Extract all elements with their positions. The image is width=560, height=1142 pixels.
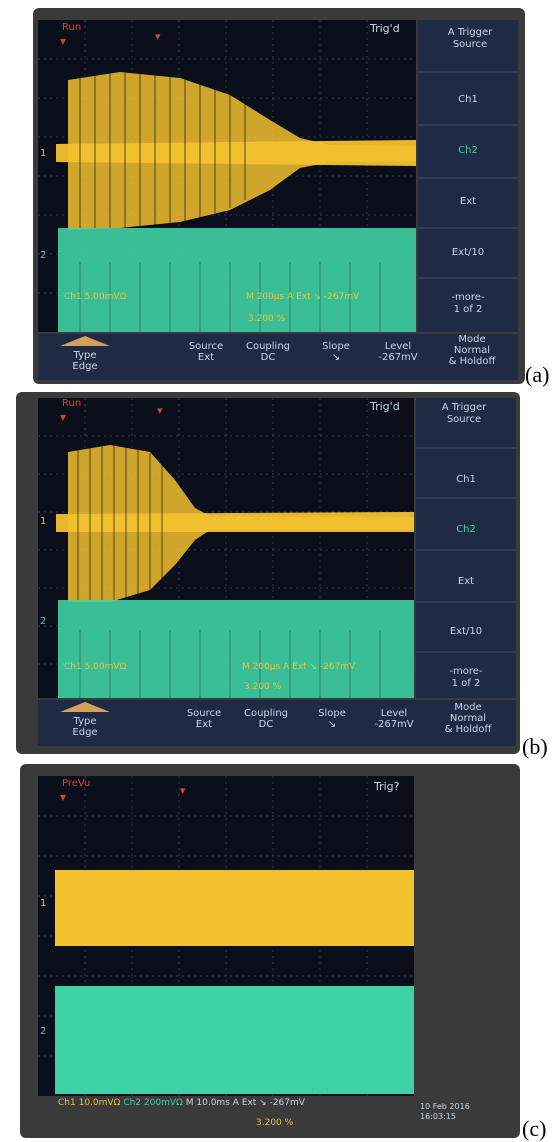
menu-type[interactable]: Type Edge [72, 350, 98, 372]
menu-slope[interactable]: Slope ↘ [318, 708, 346, 730]
menu-level[interactable]: Level -267mV [374, 708, 414, 730]
side-menu-ch1[interactable]: Ch1 [456, 474, 476, 485]
readout-timebase: M 10.0ms A Ext ↘ -267mV [185, 1098, 305, 1108]
menu-coupling[interactable]: Coupling DC [243, 708, 289, 730]
menu-mode[interactable]: Mode Normal & Holdoff [448, 334, 496, 367]
trigger-state: Trig'd [370, 400, 400, 413]
panel-label-c: (c) [522, 1116, 547, 1141]
readout-ch1: Ch1 10.0mVΩ Ch2 200mVΩ M 10.0ms A Ext ↘ … [58, 1098, 305, 1108]
panel-label-b: (b) [522, 734, 548, 759]
ch2-marker: 2 [40, 1026, 47, 1037]
oscilloscope-photo-b: Run ▾ ▾ Trig'd 1 2 A Trigger Source Ch1 C… [0, 390, 560, 760]
readout-position: 3.200 % [244, 682, 282, 692]
side-menu [418, 20, 518, 332]
side-menu-ch2[interactable]: Ch2 [456, 524, 476, 535]
status-prevu: PreVu [62, 778, 91, 789]
menu-coupling[interactable]: Coupling DC [245, 341, 291, 363]
readout-position: 3.200 % [248, 314, 286, 324]
menu-level[interactable]: Level -267mV [378, 341, 418, 363]
ch2-waveform [58, 600, 414, 698]
panel-label-a: (a) [525, 362, 550, 387]
timestamp: 10 Feb 2016 16:03:15 [420, 1102, 470, 1121]
bottom-menu [38, 700, 516, 746]
menu-slope[interactable]: Slope ↘ [322, 341, 350, 363]
status-run: Run [62, 398, 82, 409]
trigger-position-icon: ▾ [157, 404, 163, 417]
ch2-waveform [55, 986, 414, 1094]
ch2-marker: 2 [40, 616, 47, 627]
oscilloscope-photo-c: PreVu ▾ ▾ Trig? 1 2 Ch1 10.0mVΩ Ch2 200m… [0, 764, 560, 1141]
ch1-marker: 1 [40, 898, 47, 909]
scope-photo-c [0, 764, 560, 1141]
ch2-waveform [58, 228, 416, 332]
readout-timebase: M 200µs A Ext ↘ -267mV [246, 292, 360, 302]
scope-photo-a [0, 0, 560, 388]
readout-ch2: Ch2 200mVΩ [123, 1098, 183, 1108]
readout-ch1: Ch1 5.00mVΩ [64, 292, 127, 302]
side-menu-ch2[interactable]: Ch2 [458, 145, 478, 156]
side-menu-ext10[interactable]: Ext/10 [449, 626, 483, 637]
side-menu-ext[interactable]: Ext [457, 576, 475, 587]
bottom-menu [38, 334, 518, 380]
trigger-position-icon: ▾ [155, 30, 161, 43]
trigger-t-icon: ▾ [60, 34, 67, 48]
ch1-waveform [55, 870, 414, 946]
side-menu-ext10[interactable]: Ext/10 [451, 247, 485, 258]
side-menu-title: A Trigger Source [447, 27, 493, 50]
trigger-state: Trig'd [370, 22, 400, 35]
ch1-marker: 1 [40, 516, 47, 527]
side-menu [416, 398, 516, 698]
menu-source[interactable]: Source Ext [186, 708, 222, 730]
side-menu-more[interactable]: -more- 1 of 2 [451, 292, 485, 315]
trigger-t-icon: ▾ [60, 410, 67, 424]
scope-photo-b [0, 390, 560, 760]
menu-type[interactable]: Type Edge [72, 716, 98, 738]
trigger-position-icon: ▾ [180, 784, 186, 797]
trigger-t-icon: ▾ [60, 790, 67, 804]
readout-position: 3.200 % [256, 1118, 294, 1128]
side-menu-ext[interactable]: Ext [459, 196, 477, 207]
menu-mode[interactable]: Mode Normal & Holdoff [444, 702, 492, 735]
trigger-state: Trig? [374, 780, 400, 793]
oscilloscope-photo-a: Run ▾ ▾ Trig'd 1 2 A Trigger Source Ch1 C… [0, 0, 560, 388]
menu-source[interactable]: Source Ext [188, 341, 224, 363]
side-menu-title: A Trigger Source [441, 402, 487, 425]
side-menu-ch1[interactable]: Ch1 [458, 94, 478, 105]
ch1-marker: 1 [40, 148, 47, 159]
readout-ch1: Ch1 5.00mVΩ [64, 662, 127, 672]
status-run: Run [62, 22, 82, 33]
ch2-marker: 2 [40, 250, 47, 261]
readout-timebase: M 200µs A Ext ↘ -267mV [242, 662, 356, 672]
side-menu-more[interactable]: -more- 1 of 2 [449, 666, 483, 689]
